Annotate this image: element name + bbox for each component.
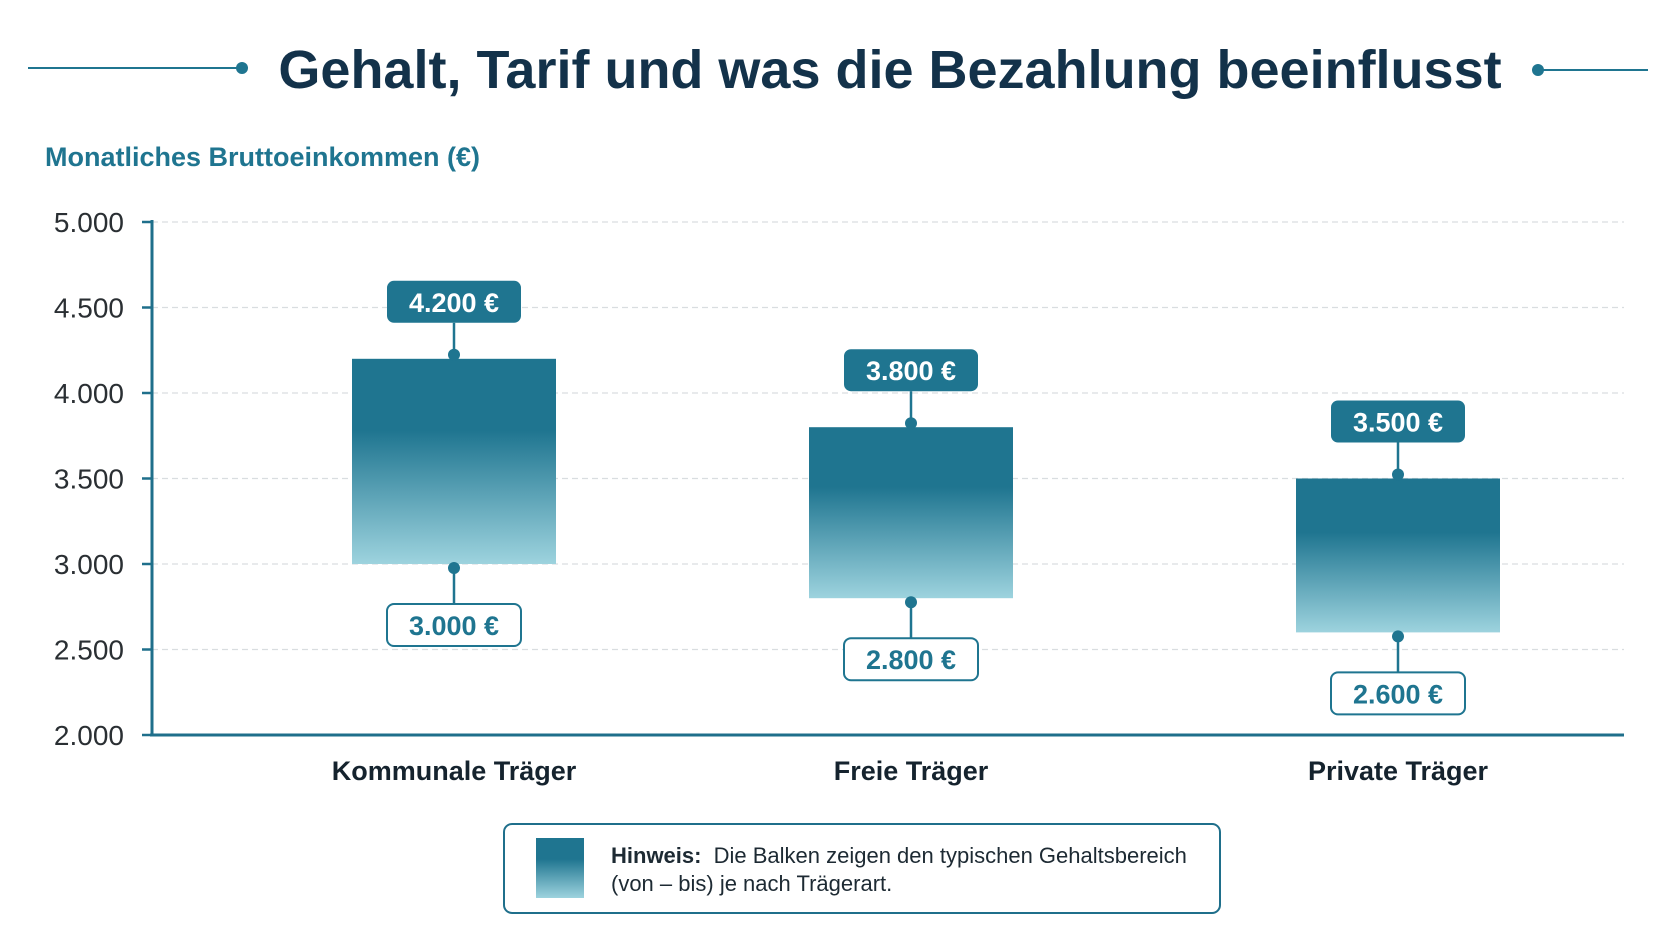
x-axis-categories: Kommunale Träger Freie Träger Private Träg… — [332, 756, 1489, 786]
high-point — [1392, 468, 1404, 481]
title-group: Gehalt, Tarif und was die Bezahlung beei… — [28, 40, 1648, 100]
legend-bold: Hinweis: — [611, 843, 701, 868]
legend-text-line1: Hinweis: Die Balken zeigen den typischen… — [611, 843, 1187, 868]
x-category-label: Freie Träger — [834, 756, 989, 786]
legend-text-line2: (von – bis) je nach Trägerart. — [611, 871, 892, 896]
y-tick-label: 2.000 — [54, 720, 124, 751]
high-label: 3.500 € — [1353, 408, 1443, 438]
low-point — [1392, 630, 1404, 643]
y-tick-label: 4.500 — [54, 293, 124, 324]
legend-line1: Die Balken zeigen den typischen Gehaltsb… — [714, 843, 1187, 868]
high-label-box — [387, 280, 521, 323]
y-tick-label: 4.000 — [54, 378, 124, 409]
y-tick-label: 3.000 — [54, 549, 124, 580]
y-axis-ticks: 2.000 2.500 3.000 3.500 4.000 4.500 5.000 — [54, 207, 152, 751]
title-dot-left — [236, 62, 248, 74]
high-label: 3.800 € — [866, 356, 956, 386]
low-label-box — [843, 637, 979, 682]
low-label: 3.000 € — [409, 611, 499, 641]
low-label-box — [386, 603, 522, 647]
low-point — [905, 596, 917, 609]
legend-note: Hinweis: Die Balken zeigen den typischen… — [503, 823, 1221, 914]
high-point — [448, 348, 460, 361]
x-category-label: Kommunale Träger — [332, 756, 577, 786]
x-category-label: Private Träger — [1308, 756, 1489, 786]
low-label-box — [1330, 671, 1466, 716]
bars: 4.200 € 3.000 € 3.800 € 2.800 € 3.500 € 2.600… — [352, 280, 1500, 716]
low-point — [448, 562, 460, 574]
y-tick-label: 5.000 — [54, 207, 124, 238]
bar-group: 4.200 € 3.000 € — [352, 280, 556, 647]
low-label: 2.800 € — [866, 645, 956, 675]
bar-group: 3.500 € 2.600 € — [1296, 400, 1500, 716]
range-bar — [1296, 478, 1500, 633]
high-point — [905, 417, 917, 430]
high-label-box — [1331, 400, 1465, 443]
legend-box — [503, 823, 1221, 914]
y-tick-label: 2.500 — [54, 635, 124, 666]
chart-title: Gehalt, Tarif und was die Bezahlung beei… — [278, 40, 1501, 100]
y-tick-label: 3.500 — [54, 464, 124, 495]
legend-swatch — [536, 838, 584, 898]
low-label: 2.600 € — [1353, 679, 1443, 709]
range-bar — [809, 427, 1013, 599]
bar-group: 3.800 € 2.800 € — [809, 349, 1013, 682]
y-axis-label: Monatliches Bruttoeinkommen (€) — [45, 142, 480, 172]
title-dot-right — [1532, 64, 1544, 76]
high-label-box — [844, 349, 978, 392]
range-bar — [352, 358, 556, 564]
high-label: 4.200 € — [409, 288, 499, 318]
